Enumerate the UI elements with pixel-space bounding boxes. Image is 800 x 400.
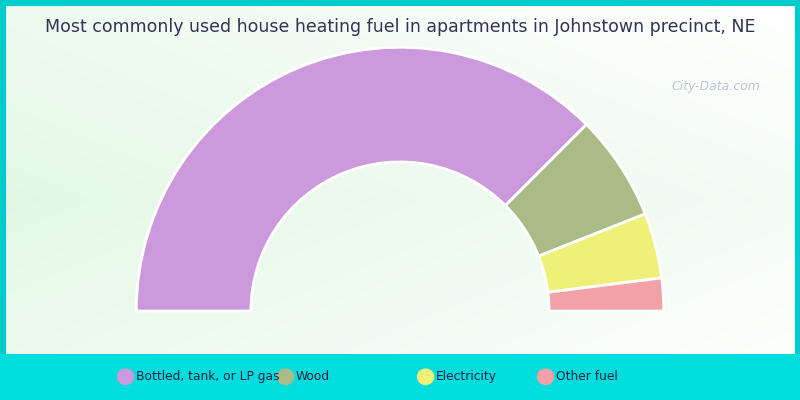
Text: Bottled, tank, or LP gas: Bottled, tank, or LP gas	[136, 370, 279, 383]
Text: Electricity: Electricity	[436, 370, 497, 383]
Text: Wood: Wood	[296, 370, 330, 383]
Wedge shape	[538, 214, 662, 292]
Wedge shape	[548, 278, 664, 311]
Text: Most commonly used house heating fuel in apartments in Johnstown precinct, NE: Most commonly used house heating fuel in…	[45, 18, 755, 36]
Wedge shape	[506, 124, 646, 256]
Bar	[0, 354, 800, 400]
Text: Other fuel: Other fuel	[556, 370, 618, 383]
Wedge shape	[136, 47, 586, 311]
Text: City-Data.com: City-Data.com	[671, 80, 760, 93]
